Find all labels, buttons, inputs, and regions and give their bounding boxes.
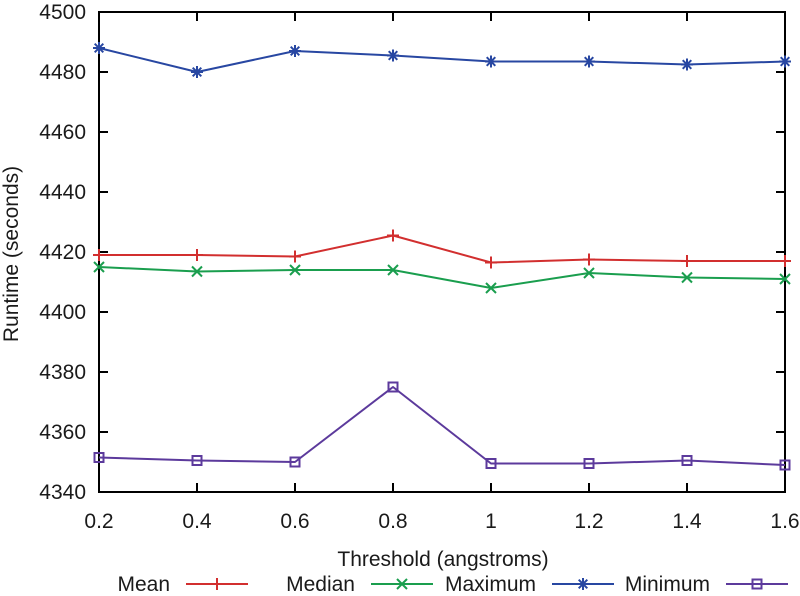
marker-x-median <box>583 267 595 279</box>
y-tick-label: 4340 <box>39 481 86 504</box>
marker-square-minimum <box>387 381 399 393</box>
y-tick-label: 4380 <box>39 361 86 384</box>
marker-x-median <box>681 271 693 284</box>
marker-x-median <box>779 273 791 285</box>
marker-asterisk-maximum <box>289 45 301 57</box>
legend-item-mean: Mean <box>117 573 248 596</box>
marker-asterisk-maximum <box>485 55 497 68</box>
legend-sample-marker-median <box>396 578 408 590</box>
series-mean <box>93 229 791 269</box>
x-tick-label: 1.6 <box>770 510 799 533</box>
marker-x-median <box>93 261 105 273</box>
y-axis-label: Runtime (seconds) <box>0 166 23 342</box>
marker-x-median <box>387 264 399 276</box>
plot-area: 4340 4360 4380 4400 4420 4440 4460 4480 4500 0.2 0… <box>39 1 799 533</box>
marker-plus-mean <box>681 255 693 267</box>
marker-square-minimum <box>583 458 595 469</box>
x-axis-label: Threshold (angstroms) <box>337 548 548 571</box>
marker-plus-mean <box>191 249 203 261</box>
marker-asterisk-maximum <box>191 66 203 78</box>
legend-label-maximum: Maximum <box>445 573 536 596</box>
marker-square-minimum <box>289 456 301 468</box>
series-line-mean <box>99 234 785 264</box>
y-tick-label: 4500 <box>39 1 86 24</box>
marker-asterisk-maximum <box>387 49 399 62</box>
marker-plus-mean <box>779 255 791 267</box>
series-maximum <box>93 42 791 78</box>
marker-plus-mean <box>387 229 399 242</box>
legend-item-median: Median <box>286 573 433 596</box>
series-median <box>93 261 791 294</box>
chart-legend: Mean Median Maximum Minimum <box>117 573 788 596</box>
marker-x-median <box>289 264 301 276</box>
marker-x-median <box>485 282 497 294</box>
marker-square-minimum <box>191 455 203 466</box>
legend-sample-marker-mean <box>211 578 223 590</box>
legend-sample-marker-minimum <box>751 578 763 590</box>
marker-asterisk-maximum <box>779 55 791 68</box>
y-tick-label: 4420 <box>39 241 86 264</box>
marker-square-minimum <box>779 459 791 471</box>
marker-plus-mean <box>485 256 497 269</box>
series-line-median <box>98 266 786 289</box>
marker-x-median <box>191 265 203 278</box>
marker-asterisk-maximum <box>93 42 105 54</box>
series-line-maximum <box>98 47 786 73</box>
x-tick-label: 0.6 <box>280 510 309 533</box>
legend-label-minimum: Minimum <box>625 573 710 596</box>
marker-plus-mean <box>289 250 301 263</box>
marker-square-minimum <box>93 452 105 463</box>
legend-item-minimum: Minimum <box>625 573 788 596</box>
x-tick-label: 0.2 <box>84 510 113 533</box>
marker-square-minimum <box>681 455 693 466</box>
y-tick-label: 4460 <box>39 121 86 144</box>
legend-sample-marker-maximum <box>577 578 589 590</box>
y-tick-label: 4480 <box>39 61 86 84</box>
series-minimum <box>93 381 791 471</box>
marker-plus-mean <box>93 249 105 261</box>
y-tick-label: 4360 <box>39 421 86 444</box>
x-tick-label: 1.4 <box>672 510 702 533</box>
y-tick-label: 4440 <box>39 181 86 204</box>
x-tick-label: 1.2 <box>574 510 603 533</box>
series-line-minimum <box>98 386 786 466</box>
y-tick-label: 4400 <box>39 301 86 324</box>
x-tick-label: 0.4 <box>182 510 212 533</box>
marker-plus-mean <box>583 253 595 266</box>
legend-label-median: Median <box>286 573 355 596</box>
marker-asterisk-maximum <box>583 55 595 68</box>
legend-label-mean: Mean <box>117 573 170 596</box>
x-tick-label: 0.8 <box>378 510 407 533</box>
legend-item-maximum: Maximum <box>445 573 614 596</box>
marker-asterisk-maximum <box>681 58 693 71</box>
plot-frame <box>98 11 786 493</box>
x-tick-label: 1 <box>485 510 497 533</box>
marker-square-minimum <box>485 458 497 469</box>
